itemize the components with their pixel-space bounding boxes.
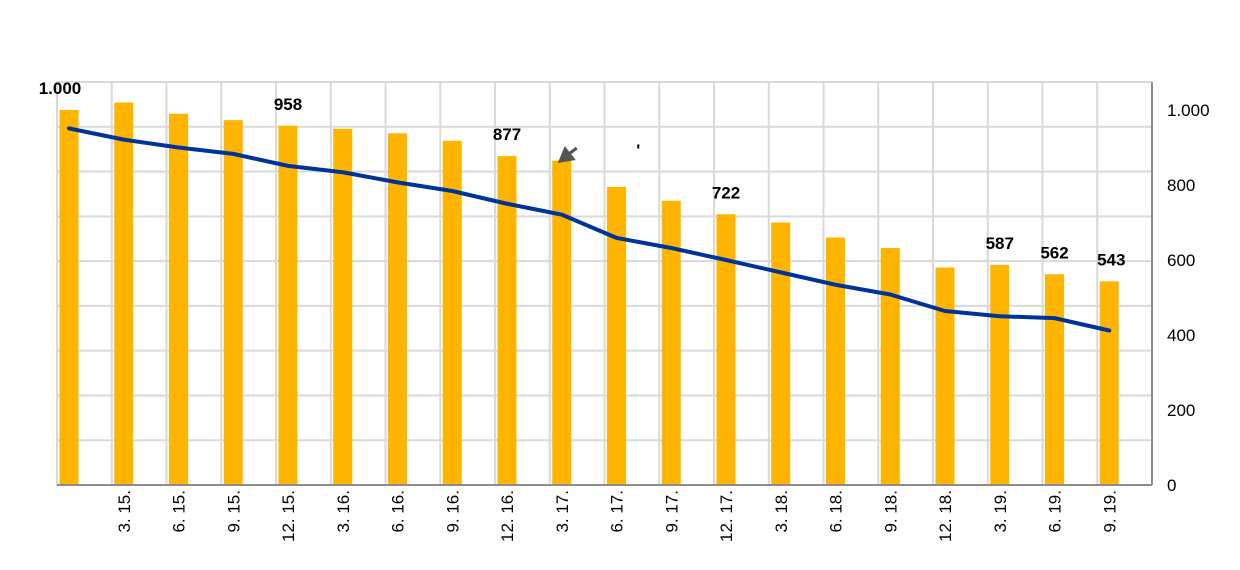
x-tick-label: 3. 15. bbox=[115, 490, 134, 533]
data-labels: 1.000 958 877 722 587 562 543 bbox=[39, 79, 1126, 269]
x-tick-label: 6. 18. bbox=[827, 490, 846, 533]
bar bbox=[442, 140, 462, 485]
annotation-arrow bbox=[557, 146, 578, 163]
data-label: 958 bbox=[274, 95, 302, 114]
bar bbox=[716, 214, 736, 485]
x-tick-label: 9. 18. bbox=[881, 490, 900, 533]
trend-line-layer bbox=[67, 126, 1112, 333]
grid bbox=[56, 81, 1153, 486]
y-axis-labels: 0 200 400 600 800 1.000 bbox=[1167, 101, 1210, 495]
y-tick-label: 0 bbox=[1167, 476, 1176, 495]
trend-line bbox=[67, 126, 1112, 333]
bar bbox=[59, 110, 79, 485]
x-tick-label: 3. 17. bbox=[553, 490, 572, 533]
x-tick-label: 6. 15. bbox=[170, 490, 189, 533]
bar bbox=[552, 160, 572, 485]
x-axis-labels: 3. 15. 6. 15. 9. 15. 12. 15. 3. 16. 6. 16. 9. … bbox=[115, 490, 1120, 542]
x-tick-label: 12. 17. bbox=[717, 490, 736, 542]
bar bbox=[497, 156, 517, 485]
data-label: 722 bbox=[712, 183, 740, 202]
bar bbox=[880, 248, 900, 485]
y-tick-label: 600 bbox=[1167, 251, 1195, 270]
data-label: 1.000 bbox=[39, 79, 82, 98]
y-tick-label: 1.000 bbox=[1167, 101, 1210, 120]
bar bbox=[607, 186, 626, 485]
y-tick-label: 200 bbox=[1167, 401, 1195, 420]
bar bbox=[278, 125, 298, 485]
data-label: 587 bbox=[986, 234, 1014, 253]
bar bbox=[1045, 274, 1064, 485]
x-tick-label: 3. 19. bbox=[991, 490, 1010, 533]
bar bbox=[1099, 281, 1119, 485]
x-tick-label: 3. 16. bbox=[334, 490, 353, 533]
data-label: 543 bbox=[1097, 250, 1125, 269]
x-tick-label: 3. 18. bbox=[772, 490, 791, 533]
bar bbox=[169, 113, 188, 485]
x-tick-label: 9. 17. bbox=[662, 490, 681, 533]
bars bbox=[59, 102, 1119, 485]
bar bbox=[771, 222, 791, 485]
bar bbox=[223, 120, 243, 485]
x-tick-label: 6. 19. bbox=[1046, 490, 1065, 533]
y-tick-label: 800 bbox=[1167, 176, 1195, 195]
y-tick-label: 400 bbox=[1167, 326, 1195, 345]
x-tick-label: 6. 16. bbox=[389, 490, 408, 533]
arrow-head bbox=[557, 146, 576, 163]
bar bbox=[114, 102, 134, 485]
x-tick-label: 9. 19. bbox=[1100, 490, 1119, 533]
bar bbox=[388, 133, 407, 485]
axes bbox=[57, 82, 1153, 486]
x-tick-label: 9. 16. bbox=[443, 490, 462, 533]
bar bbox=[990, 264, 1010, 485]
x-tick-label: 12. 15. bbox=[279, 490, 298, 542]
bar bbox=[333, 128, 353, 485]
data-label: 562 bbox=[1040, 243, 1068, 262]
data-label: 877 bbox=[493, 125, 521, 144]
bar bbox=[826, 237, 845, 485]
x-tick-label: 6. 17. bbox=[608, 490, 627, 533]
annotations: ' bbox=[557, 141, 640, 163]
x-tick-label: 12. 18. bbox=[936, 490, 955, 542]
x-tick-label: 12. 16. bbox=[498, 490, 517, 542]
bar bbox=[935, 267, 955, 485]
annotation-mark: ' bbox=[636, 141, 640, 160]
bar bbox=[661, 200, 681, 485]
x-tick-label: 9. 15. bbox=[224, 490, 243, 533]
